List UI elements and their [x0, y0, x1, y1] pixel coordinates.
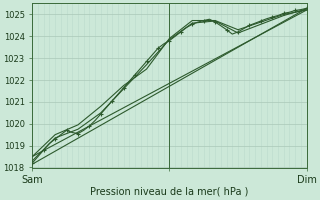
X-axis label: Pression niveau de la mer( hPa ): Pression niveau de la mer( hPa ) — [90, 187, 249, 197]
